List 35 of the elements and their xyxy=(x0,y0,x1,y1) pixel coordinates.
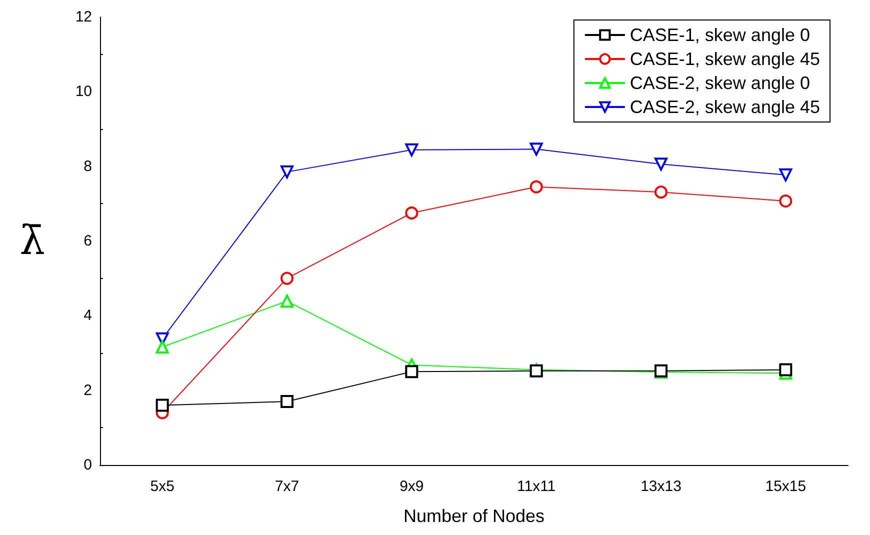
x-tick-label: 11x11 xyxy=(517,478,556,495)
point xyxy=(405,365,418,378)
x-tick-label: 7x7 xyxy=(274,478,300,495)
point xyxy=(156,340,169,354)
point xyxy=(530,142,543,156)
x-tick-label: 15x15 xyxy=(765,478,806,495)
point xyxy=(280,165,294,178)
legend-label: CASE-2, skew angle 0 xyxy=(630,73,810,93)
point xyxy=(654,186,668,199)
legend-label: CASE-2, skew angle 45 xyxy=(630,97,820,117)
y-tick-label: 12 xyxy=(75,8,92,26)
y-tick-label: 8 xyxy=(84,158,92,175)
y-tick-label: 4 xyxy=(84,307,92,324)
point xyxy=(280,395,294,408)
point xyxy=(654,158,668,171)
point xyxy=(779,194,792,208)
legend-label: CASE-1, skew angle 0 xyxy=(630,25,810,45)
y-axis-title: λ̄ xyxy=(20,218,45,264)
point xyxy=(779,168,792,182)
y-tick-label: 10 xyxy=(75,83,92,100)
point xyxy=(779,363,792,376)
point xyxy=(405,143,418,156)
point xyxy=(156,398,169,412)
point xyxy=(405,206,418,220)
point xyxy=(530,180,543,194)
point xyxy=(280,294,294,308)
x-tick-label: 9x9 xyxy=(400,478,424,495)
point xyxy=(280,272,294,285)
legend-label: CASE-1, skew angle 45 xyxy=(630,49,820,69)
y-tick-label: 6 xyxy=(84,232,92,250)
x-tick-label: 5x5 xyxy=(150,478,174,495)
y-tick-label: 0 xyxy=(84,456,92,474)
y-tick-label: 2 xyxy=(84,382,92,399)
x-tick-label: 13x13 xyxy=(640,478,682,495)
x-axis-title: Number of Nodes xyxy=(403,506,545,526)
